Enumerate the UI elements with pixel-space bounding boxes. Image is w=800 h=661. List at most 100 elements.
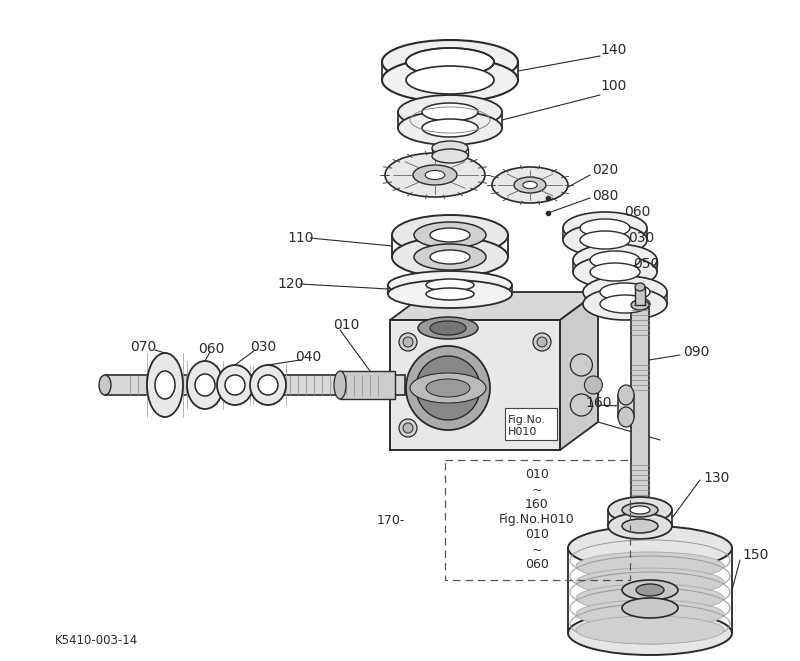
Ellipse shape — [426, 279, 474, 291]
Text: 020: 020 — [592, 163, 618, 177]
Ellipse shape — [608, 497, 672, 523]
Ellipse shape — [514, 177, 546, 193]
Ellipse shape — [147, 353, 183, 417]
Text: Fig.No.: Fig.No. — [508, 415, 546, 425]
Ellipse shape — [580, 219, 630, 237]
Ellipse shape — [563, 224, 647, 256]
Ellipse shape — [406, 48, 494, 76]
Ellipse shape — [573, 244, 657, 276]
Text: 160: 160 — [525, 498, 549, 512]
Text: 010: 010 — [525, 469, 549, 481]
Ellipse shape — [155, 371, 175, 399]
Ellipse shape — [430, 321, 466, 335]
Ellipse shape — [583, 288, 667, 320]
Text: 030: 030 — [628, 231, 654, 245]
Ellipse shape — [618, 385, 634, 405]
Ellipse shape — [426, 288, 474, 300]
Ellipse shape — [410, 373, 486, 403]
Text: 060: 060 — [624, 205, 650, 219]
Circle shape — [584, 376, 602, 394]
Ellipse shape — [630, 506, 650, 514]
Ellipse shape — [576, 568, 724, 596]
Ellipse shape — [250, 365, 286, 405]
Polygon shape — [390, 292, 598, 320]
Bar — [390, 320, 560, 450]
Text: 090: 090 — [683, 345, 710, 359]
Ellipse shape — [635, 283, 645, 291]
Ellipse shape — [576, 600, 724, 628]
Ellipse shape — [187, 361, 223, 409]
Ellipse shape — [576, 552, 724, 580]
Text: 170-: 170- — [377, 514, 405, 527]
Ellipse shape — [422, 103, 478, 121]
Ellipse shape — [398, 95, 502, 129]
Text: 070: 070 — [130, 340, 156, 354]
Text: ~: ~ — [532, 483, 542, 496]
Ellipse shape — [622, 580, 678, 600]
Ellipse shape — [573, 256, 657, 288]
Ellipse shape — [414, 244, 486, 270]
Ellipse shape — [600, 295, 650, 313]
Ellipse shape — [583, 276, 667, 308]
Ellipse shape — [388, 280, 512, 308]
Text: H010: H010 — [508, 427, 538, 437]
Ellipse shape — [576, 616, 724, 644]
Ellipse shape — [426, 379, 470, 397]
Bar — [340, 371, 395, 399]
Ellipse shape — [414, 222, 486, 248]
Text: 060: 060 — [525, 559, 549, 572]
Polygon shape — [560, 292, 598, 450]
Ellipse shape — [418, 317, 478, 339]
Ellipse shape — [563, 212, 647, 244]
Ellipse shape — [432, 141, 468, 155]
Ellipse shape — [382, 40, 518, 84]
Circle shape — [406, 346, 490, 430]
Circle shape — [399, 419, 417, 437]
Text: 140: 140 — [600, 43, 626, 57]
Ellipse shape — [600, 283, 650, 301]
Ellipse shape — [334, 371, 346, 399]
Ellipse shape — [432, 149, 468, 163]
Text: 010: 010 — [525, 529, 549, 541]
Ellipse shape — [99, 375, 111, 395]
Text: 160: 160 — [585, 396, 611, 410]
Ellipse shape — [631, 300, 649, 310]
Circle shape — [537, 337, 547, 347]
Circle shape — [533, 333, 551, 351]
Ellipse shape — [622, 503, 658, 517]
Ellipse shape — [382, 58, 518, 102]
Text: 150: 150 — [742, 548, 768, 562]
Ellipse shape — [430, 250, 470, 264]
Bar — [445, 460, 630, 580]
Text: 050: 050 — [633, 257, 659, 271]
Bar — [631, 305, 649, 500]
Ellipse shape — [576, 584, 724, 612]
Ellipse shape — [398, 111, 502, 145]
Ellipse shape — [392, 215, 508, 255]
Bar — [635, 287, 645, 305]
Ellipse shape — [195, 374, 215, 396]
Text: 080: 080 — [592, 189, 618, 203]
Text: Fig.No.H010: Fig.No.H010 — [499, 514, 575, 527]
Ellipse shape — [608, 513, 672, 539]
Circle shape — [533, 419, 551, 437]
Text: 120: 120 — [277, 277, 303, 291]
Text: 040: 040 — [295, 350, 322, 364]
Text: 060: 060 — [198, 342, 224, 356]
Bar — [618, 395, 634, 417]
Ellipse shape — [425, 171, 445, 180]
Bar — [105, 375, 405, 395]
Text: 010: 010 — [333, 318, 359, 332]
Ellipse shape — [568, 611, 732, 655]
Ellipse shape — [636, 584, 664, 596]
Circle shape — [416, 356, 480, 420]
Text: K5410-003-14: K5410-003-14 — [55, 633, 138, 646]
Ellipse shape — [590, 263, 640, 281]
Text: 100: 100 — [600, 79, 626, 93]
Ellipse shape — [258, 375, 278, 395]
Ellipse shape — [217, 365, 253, 405]
Ellipse shape — [568, 526, 732, 570]
Text: 030: 030 — [250, 340, 276, 354]
Text: 110: 110 — [287, 231, 314, 245]
Circle shape — [570, 394, 593, 416]
